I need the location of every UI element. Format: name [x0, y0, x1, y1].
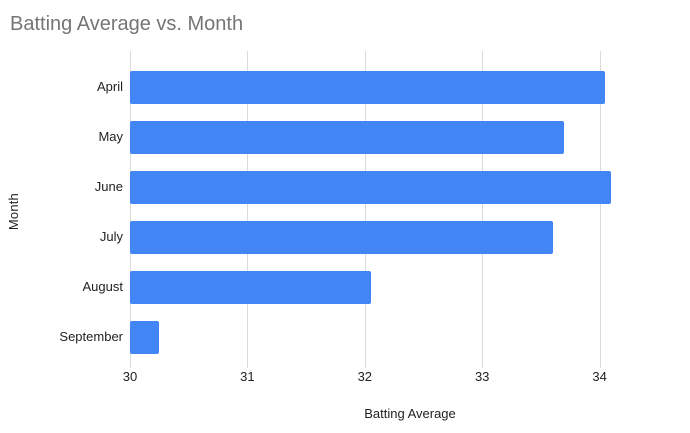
gridlines — [130, 51, 690, 368]
bar-row-july — [130, 212, 690, 262]
y-axis-label-august: August — [82, 279, 123, 294]
y-axis-labels: April May June July August September — [0, 62, 123, 362]
x-tick-labels: 30 31 32 33 34 — [123, 369, 690, 387]
bar-august — [130, 270, 371, 304]
y-axis-label-june: June — [94, 179, 123, 194]
plot-area — [130, 51, 690, 368]
bar-july — [130, 220, 553, 254]
bar-row-april — [130, 62, 690, 112]
gridline-32 — [364, 51, 366, 368]
chart-title: Batting Average vs. Month — [10, 13, 244, 35]
bar-april — [130, 70, 606, 104]
y-axis-label-april: April — [96, 79, 123, 94]
bar-row-may — [130, 112, 690, 162]
x-tick-label-30: 30 — [122, 369, 138, 384]
x-tick-label-32: 32 — [357, 369, 373, 384]
bar-june — [130, 170, 612, 204]
bar-row-august — [130, 262, 690, 312]
gridline-31 — [247, 51, 249, 368]
y-axis-label-september: September — [59, 329, 123, 344]
bar-rows — [130, 62, 690, 362]
x-tick-label-31: 31 — [240, 369, 255, 384]
bar-row-september — [130, 312, 690, 362]
x-axis-title: Batting Average — [364, 406, 456, 421]
gridline-33 — [482, 51, 484, 368]
y-axis-label-july: July — [99, 229, 123, 244]
y-axis-label-may: May — [98, 129, 123, 144]
bar-may — [130, 120, 565, 154]
bar-september — [130, 320, 160, 354]
x-tick-label-33: 33 — [474, 369, 490, 384]
gridline-30 — [130, 51, 131, 368]
bar-row-june — [130, 162, 690, 212]
x-tick-label-34: 34 — [592, 369, 607, 384]
gridline-34 — [599, 51, 601, 368]
